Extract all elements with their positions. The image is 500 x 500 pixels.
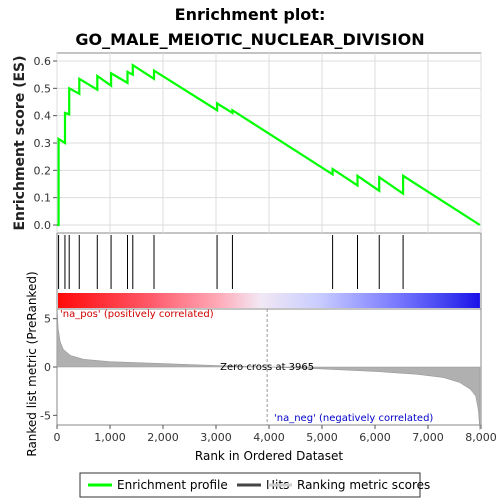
x-tick-label: 2,000 [147,431,179,444]
x-tick-label: 6,000 [359,431,391,444]
x-tick-label: 1,000 [94,431,126,444]
x-tick-label: 3,000 [200,431,232,444]
x-axis-ticks: 0 1,000 2,000 3,000 4,000 5,000 6,000 7,000 8,00… [54,425,497,444]
metric-y-axis-label: Ranked list metric (PreRanked) [25,271,39,456]
legend-enrichment-label: Enrichment profile [117,478,228,492]
enrichment-profile-line [57,63,481,227]
es-tick-label: 0.6 [34,55,52,68]
chart-title-line1: Enrichment plot: [175,5,326,24]
es-y-ticks: 0.0 0.1 0.2 0.3 0.4 0.5 0.6 [34,55,57,232]
es-tick-label: 0.0 [34,219,52,232]
rank-heatmap-bar [58,293,480,308]
x-tick-label: 0 [54,431,61,444]
es-gridlines [56,53,482,233]
es-tick-label: 0.3 [34,137,52,150]
x-tick-label: 5,000 [306,431,338,444]
x-tick-label: 8,000 [465,431,497,444]
x-tick-label: 4,000 [253,431,285,444]
es-tick-label: 0.2 [34,164,52,177]
zero-cross-label: Zero cross at 3965 [220,362,314,373]
legend-metric-label: Ranking metric scores [297,478,430,492]
metric-y-ticks: -5 0 5 [40,313,57,422]
es-tick-label: 0.5 [34,82,52,95]
ranking-metric-area [56,304,481,430]
es-tick-label: 0.1 [34,192,52,205]
es-tick-label: 0.4 [34,110,52,123]
positive-correlation-label: 'na_pos' (positively correlated) [60,309,214,320]
legend: Enrichment profile Hits Ranking metric s… [79,472,430,498]
x-axis-label: Rank in Ordered Dataset [195,449,343,463]
legend-box [79,472,421,498]
chart-title-line2: GO_MALE_MEIOTIC_NUCLEAR_DIVISION [75,30,424,49]
metric-tick-label: 0 [44,361,51,374]
negative-correlation-label: 'na_neg' (negatively correlated) [274,413,433,424]
hit-marks [58,235,404,289]
x-tick-label: 7,000 [412,431,444,444]
es-y-axis-label: Enrichment score (ES) [12,55,28,230]
metric-tick-label: 5 [44,313,51,326]
metric-tick-label: -5 [40,409,51,422]
